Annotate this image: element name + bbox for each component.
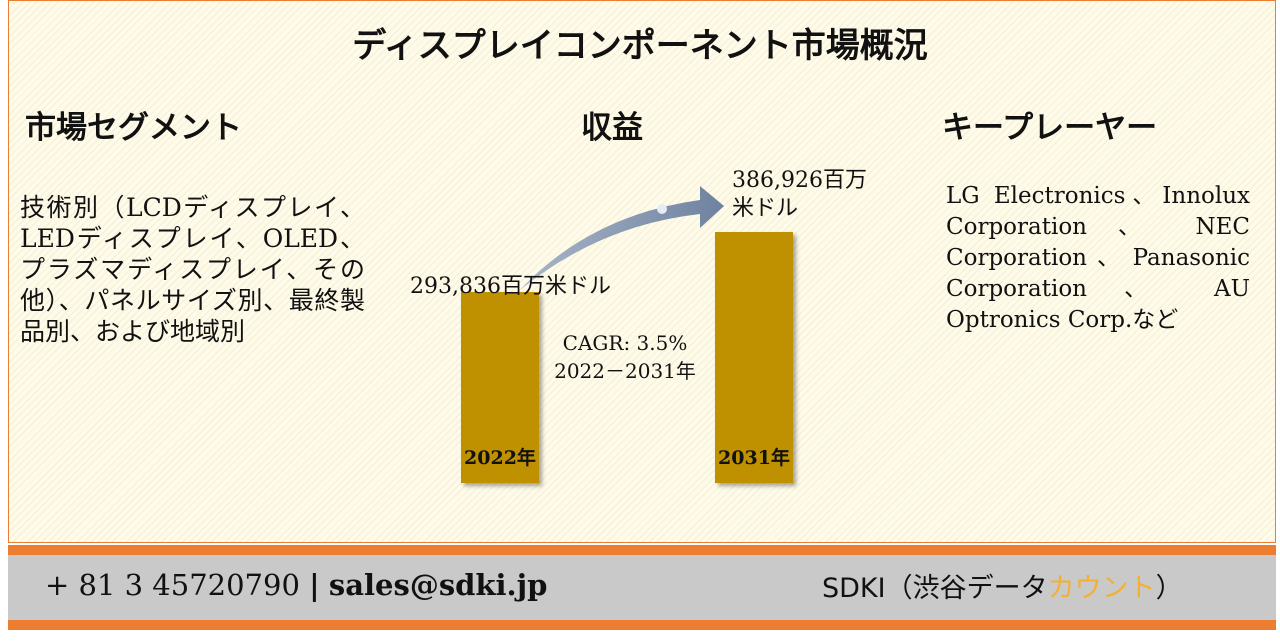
separator: | bbox=[309, 568, 320, 602]
footer-bar bbox=[8, 555, 1276, 620]
value-label: 293,836百万米ドル bbox=[410, 274, 611, 299]
footer-stripe bbox=[8, 620, 1276, 630]
bar-label: 2022年 bbox=[464, 447, 536, 469]
bar-label: 2031年 bbox=[718, 447, 790, 469]
bar bbox=[715, 232, 793, 483]
brand: SDKI（渋谷データカウント） bbox=[822, 566, 1183, 605]
panel bbox=[8, 0, 1276, 543]
contact: + 81 3 45720790 | sales@sdki.jp bbox=[45, 568, 547, 602]
arrow-dot bbox=[657, 204, 667, 214]
phone: + 81 3 45720790 bbox=[45, 568, 300, 602]
footer-stripe bbox=[8, 545, 1276, 555]
segments-text: 技術別（LCDディスプレイ、LEDディスプレイ、OLED、プラズマディスプレイ、… bbox=[20, 193, 365, 346]
bar bbox=[461, 292, 539, 483]
arrow-layer bbox=[520, 186, 724, 290]
value-label: 386,926百万米ドル bbox=[732, 168, 867, 221]
players-heading: キープレーヤー bbox=[942, 110, 1158, 146]
email: sales@sdki.jp bbox=[328, 568, 548, 602]
title: ディスプレイコンポーネント市場概況 bbox=[352, 26, 928, 66]
revenue-heading: 収益 bbox=[581, 110, 643, 146]
period: 2022－2031年 bbox=[554, 359, 696, 383]
players-text: LG Electronics、Innolux Corporation 、 NEC… bbox=[946, 183, 1250, 333]
brand-end: ） bbox=[1155, 573, 1183, 604]
growth-arrow bbox=[520, 186, 724, 290]
brand-text: SDKI（渋谷データ bbox=[822, 573, 1048, 604]
cagr: CAGR: 3.5% bbox=[562, 331, 688, 355]
segments-heading: 市場セグメント bbox=[25, 110, 242, 146]
brand-highlight: カウント bbox=[1047, 573, 1156, 604]
